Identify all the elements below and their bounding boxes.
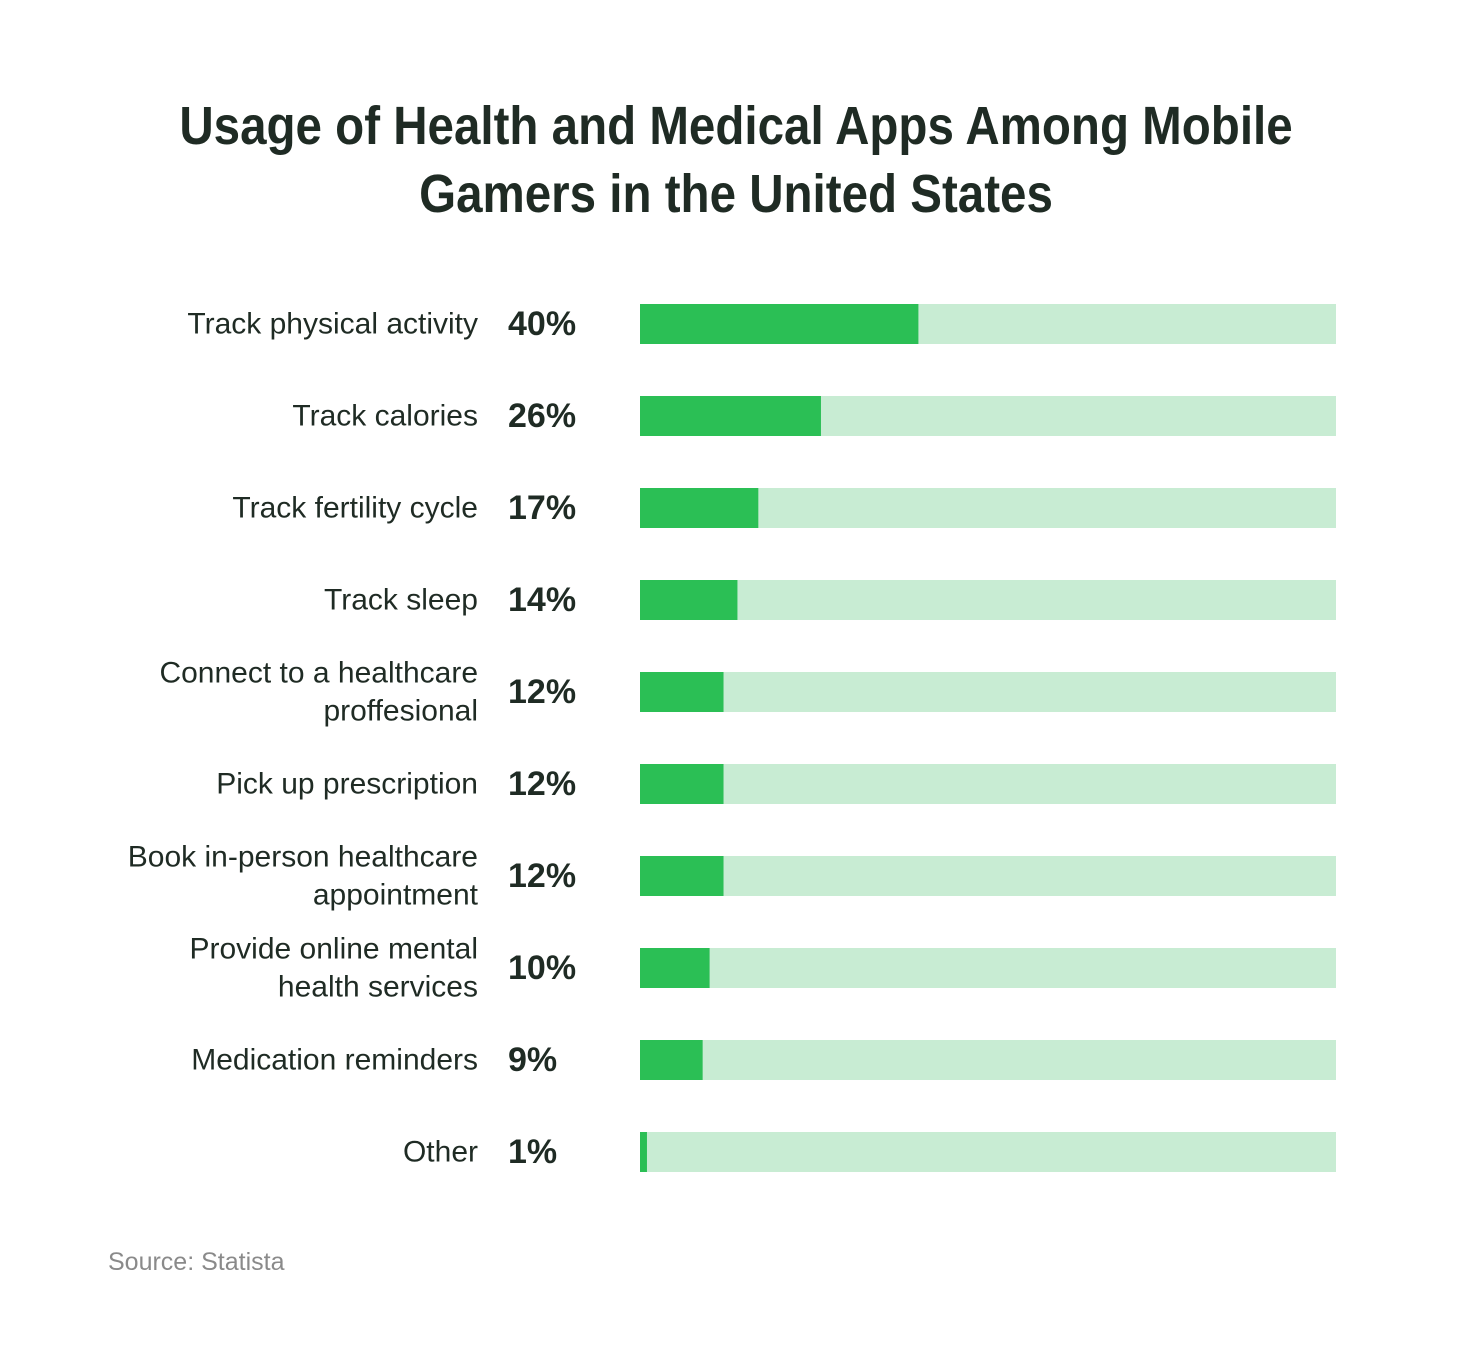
category-label: Provide online mental [189,933,478,966]
bar-track [640,1132,1336,1172]
category-label: health services [278,971,478,1004]
value-label: 12% [508,765,576,803]
category-label: Track sleep [324,584,478,617]
bar-track [640,1040,1336,1080]
chart-title: Usage of Health and Medical Apps Among M… [88,92,1383,228]
bar [640,396,821,436]
bar [640,948,710,988]
chart-title-line-2: Gamers in the United States [419,164,1053,224]
category-label: Book in-person healthcare [128,841,478,874]
bar [640,764,724,804]
bar-track [640,672,1336,712]
bar [640,304,919,344]
category-label: Track fertility cycle [232,492,478,525]
category-label: Pick up prescription [216,768,478,801]
value-label: 12% [508,673,576,711]
bar-track [640,856,1336,896]
bar [640,488,759,528]
value-label: 26% [508,397,576,435]
bar-track [640,948,1336,988]
bar [640,1132,647,1172]
value-label: 40% [508,305,576,343]
value-label: 17% [508,489,576,527]
category-label: proffesional [323,695,478,728]
category-label: Track calories [292,400,478,433]
bar [640,580,738,620]
bar [640,672,724,712]
category-label: appointment [313,879,479,912]
bar-track [640,764,1336,804]
category-label: Connect to a healthcare [159,657,478,690]
bar-track [640,580,1336,620]
category-label: Track physical activity [187,308,478,341]
value-label: 12% [508,857,576,895]
value-label: 1% [508,1133,557,1171]
value-label: 10% [508,949,576,987]
source-note: Source: Statista [108,1248,285,1276]
category-label: Medication reminders [191,1044,478,1077]
bar [640,856,724,896]
category-label: Other [403,1136,478,1169]
value-label: 14% [508,581,576,619]
value-label: 9% [508,1041,557,1079]
chart-title-line-1: Usage of Health and Medical Apps Among M… [179,96,1293,156]
bar [640,1040,703,1080]
